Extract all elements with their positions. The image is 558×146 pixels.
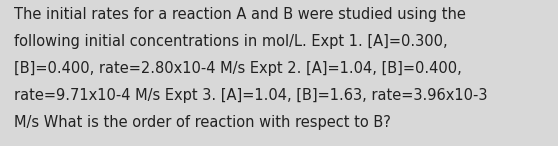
- Text: The initial rates for a reaction A and B were studied using the: The initial rates for a reaction A and B…: [14, 7, 466, 22]
- Text: M/s What is the order of reaction with respect to B?: M/s What is the order of reaction with r…: [14, 115, 391, 130]
- Text: rate=9.71x10-4 M/s Expt 3. [A]=1.04, [B]=1.63, rate=3.96x10-3: rate=9.71x10-4 M/s Expt 3. [A]=1.04, [B]…: [14, 88, 488, 103]
- Text: [B]=0.400, rate=2.80x10-4 M/s Expt 2. [A]=1.04, [B]=0.400,: [B]=0.400, rate=2.80x10-4 M/s Expt 2. [A…: [14, 61, 461, 76]
- Text: following initial concentrations in mol/L. Expt 1. [A]=0.300,: following initial concentrations in mol/…: [14, 34, 448, 49]
